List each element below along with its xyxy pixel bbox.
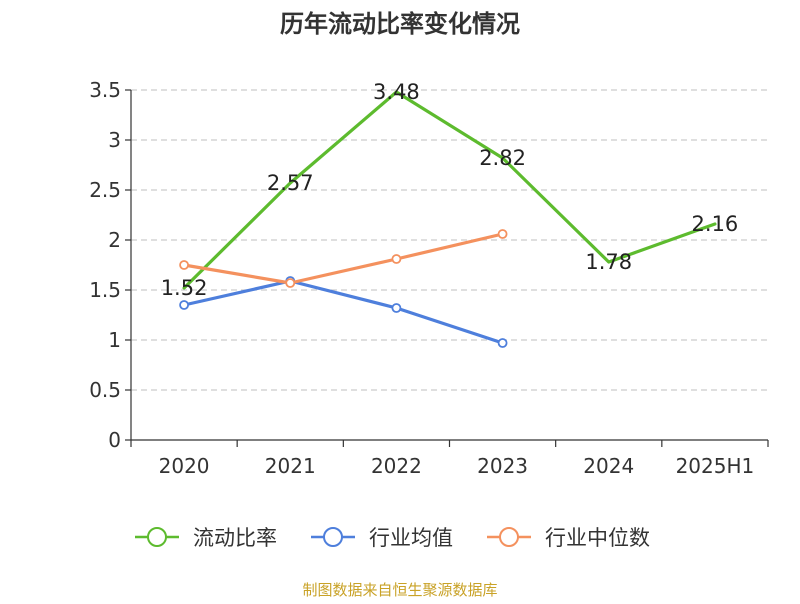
y-tick-label: 0	[108, 428, 121, 452]
data-point	[285, 278, 296, 288]
legend-marker	[147, 527, 167, 547]
data-label: 2.57	[267, 171, 314, 195]
x-tick-label: 2022	[371, 454, 422, 478]
x-tick-label: 2023	[477, 454, 528, 478]
series-line	[182, 90, 717, 290]
y-tick-label: 2.5	[89, 178, 121, 202]
chart-title: 历年流动比率变化情况	[280, 10, 520, 38]
data-label: 3.48	[373, 80, 420, 104]
data-labels: 1.52 2.57 3.48 2.82 1.78 2.16	[161, 80, 739, 300]
data-label: 1.52	[161, 276, 208, 300]
data-point	[391, 254, 402, 264]
legend-item: 流动比率	[135, 526, 277, 550]
series-2	[179, 276, 508, 348]
data-point	[497, 338, 508, 348]
source-note: 制图数据来自恒生聚源数据库	[302, 581, 497, 599]
y-tick-label: 2	[108, 228, 121, 252]
legend-label: 行业中位数	[545, 526, 650, 550]
data-point	[391, 303, 402, 313]
series-line	[182, 232, 505, 285]
data-point	[497, 229, 508, 239]
data-point	[179, 300, 189, 310]
x-tick-label: 2025H1	[676, 454, 755, 478]
grid-lines	[131, 89, 768, 391]
legend-item: 行业均值	[311, 526, 453, 550]
data-label: 1.78	[585, 250, 632, 274]
data-label: 2.16	[692, 212, 739, 236]
series-group	[179, 90, 717, 348]
data-point	[179, 260, 189, 270]
y-tick-label: 1.5	[89, 278, 121, 302]
legend-marker	[499, 527, 519, 547]
legend-item: 行业中位数	[487, 526, 650, 550]
y-tick-label: 1	[108, 328, 121, 352]
legend-label: 流动比率	[193, 526, 277, 550]
legend-label: 行业均值	[369, 526, 453, 550]
x-tick-label: 2021	[265, 454, 316, 478]
series-line	[182, 279, 505, 345]
y-tick-label: 3	[108, 128, 121, 152]
y-tick-label: 3.5	[89, 78, 121, 102]
legend-marker	[323, 527, 343, 547]
x-tick-label: 2020	[159, 454, 210, 478]
legend: 流动比率 行业均值 行业中位数	[135, 526, 650, 550]
data-label: 2.82	[479, 146, 526, 170]
x-tick-label: 2024	[583, 454, 634, 478]
y-tick-label: 0.5	[89, 378, 121, 402]
series-1	[182, 90, 717, 290]
series-3	[179, 229, 508, 288]
